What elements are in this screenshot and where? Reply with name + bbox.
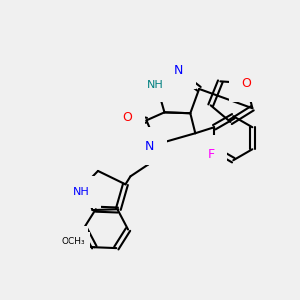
Text: N: N <box>145 140 154 153</box>
Text: NH: NH <box>73 187 90 197</box>
Text: O: O <box>241 76 251 90</box>
Text: NH: NH <box>147 80 164 91</box>
Text: F: F <box>208 148 215 161</box>
Text: O: O <box>122 111 132 124</box>
Text: OCH₃: OCH₃ <box>61 237 85 246</box>
Text: O: O <box>65 239 75 252</box>
Text: N: N <box>174 64 184 76</box>
